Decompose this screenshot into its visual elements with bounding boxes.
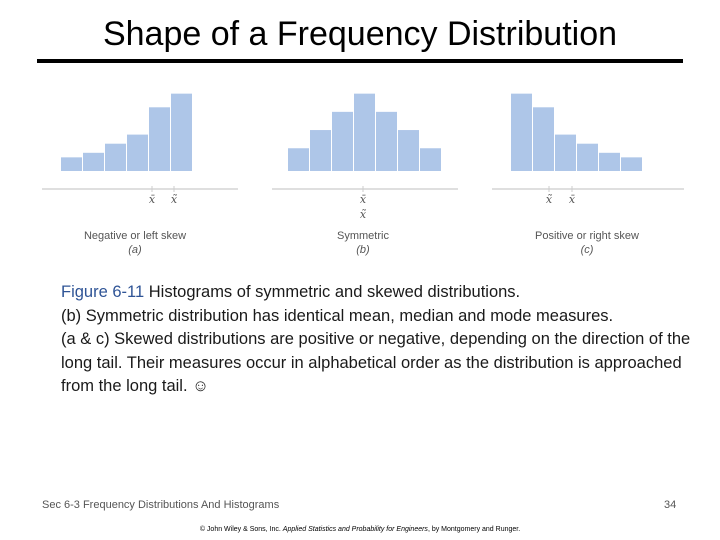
- marker-label: x̄: [360, 193, 367, 206]
- caption-line-symmetric: (b) Symmetric distribution has identical…: [61, 306, 614, 325]
- histogram-bar: [149, 107, 170, 171]
- histogram-bar: [61, 157, 82, 171]
- histogram-bar: [288, 148, 309, 171]
- histogram-bar: [398, 130, 419, 171]
- caption-line-skewed: (a & c) Skewed distributions are positiv…: [61, 330, 691, 395]
- caption-figure-label: Figure 6-11: [61, 283, 145, 301]
- marker-label: x̃: [171, 193, 178, 206]
- panel-label: (c): [581, 244, 594, 256]
- histogram-bar: [332, 111, 353, 171]
- page-number: 34: [664, 499, 677, 511]
- panel-name: Negative or left skew: [84, 230, 186, 242]
- panel-label: (b): [356, 244, 370, 256]
- copyright-prefix: © John Wiley & Sons, Inc.: [199, 526, 283, 533]
- slide-title: Shape of a Frequency Distribution: [102, 15, 618, 53]
- book-title: Applied Statistics and Probability for E…: [282, 526, 428, 533]
- copyright-line: © John Wiley & Sons, Inc. Applied Statis…: [0, 526, 720, 533]
- histogram-bar: [127, 134, 148, 171]
- panel-name: Positive or right skew: [535, 230, 639, 242]
- smiley-icon: ☺: [192, 377, 210, 395]
- caption-figure-text: Histograms of symmetric and skewed distr…: [148, 283, 521, 301]
- figure-caption: Figure 6-11 Histograms of symmetric and …: [61, 281, 701, 399]
- marker-label: x̄: [569, 193, 576, 206]
- title-underline: [37, 59, 683, 63]
- panel-name: Symmetric: [337, 230, 389, 242]
- histograms-svg: x̄ x̃ Negative or left skew (a) x̄ x̃ Symmetri…: [42, 93, 684, 256]
- histogram-figure: x̄ x̃ Negative or left skew (a) x̄ x̃ Symmetri…: [0, 85, 720, 265]
- copyright-suffix: , by Montgomery and Runger.: [427, 526, 521, 533]
- marker-label: x̃: [546, 193, 553, 206]
- histogram-bar: [533, 107, 554, 171]
- panel-label: (a): [128, 244, 142, 256]
- histogram-bar: [105, 143, 126, 171]
- histogram-bar: [171, 93, 192, 171]
- histogram-bar: [555, 134, 576, 171]
- histogram-bar: [83, 152, 104, 171]
- histogram-bar: [577, 143, 598, 171]
- histogram-bar: [376, 111, 397, 171]
- histogram-bar: [511, 93, 532, 171]
- marker-label: x̃: [360, 208, 367, 221]
- histogram-bar: [354, 93, 375, 171]
- footer-section: Sec 6-3 Frequency Distributions And Hist…: [42, 499, 280, 511]
- histogram-bar: [621, 157, 642, 171]
- histogram-bar: [599, 152, 620, 171]
- marker-label: x̄: [149, 193, 156, 206]
- histogram-bar: [310, 130, 331, 171]
- histogram-bar: [420, 148, 441, 171]
